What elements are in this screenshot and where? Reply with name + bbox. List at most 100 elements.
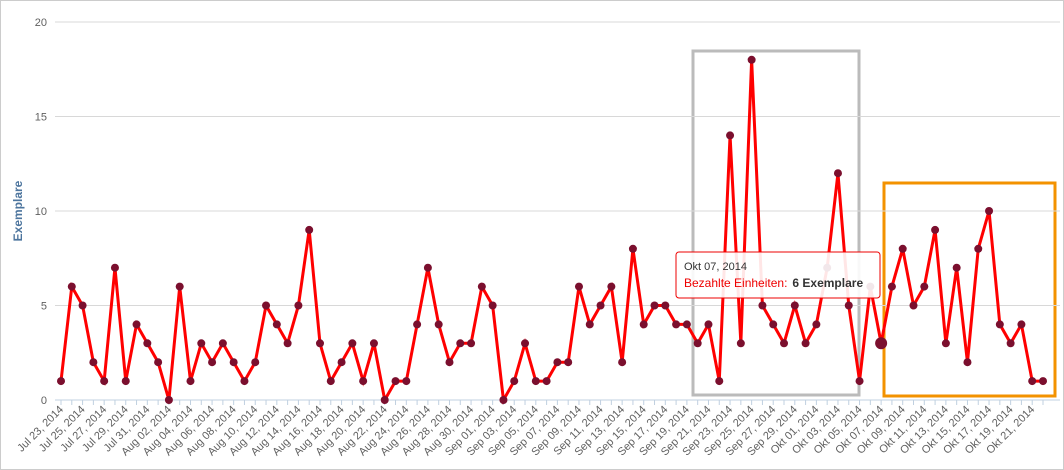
tooltip-value: 6 Exemplare <box>792 276 863 290</box>
point <box>154 358 163 367</box>
point <box>175 282 184 291</box>
point <box>704 320 713 329</box>
point <box>574 282 583 291</box>
point <box>790 301 799 310</box>
point <box>218 339 227 348</box>
point <box>844 301 853 310</box>
point <box>67 282 76 291</box>
point <box>812 320 821 329</box>
point <box>521 339 530 348</box>
point <box>121 377 130 386</box>
point <box>164 396 173 404</box>
point <box>682 320 691 329</box>
point <box>596 301 605 310</box>
point <box>510 377 519 386</box>
point <box>1039 377 1047 386</box>
point <box>434 320 443 329</box>
point <box>628 244 637 253</box>
point <box>1028 377 1037 386</box>
point <box>715 377 724 386</box>
point <box>186 377 195 386</box>
point <box>197 339 206 348</box>
point <box>467 339 476 348</box>
point <box>326 377 335 386</box>
point <box>758 301 767 310</box>
y-tick-label: 0 <box>41 395 47 407</box>
point <box>143 339 152 348</box>
tooltip-date: Okt 07, 2014 <box>684 261 747 273</box>
point <box>337 358 346 367</box>
y-tick-label: 20 <box>35 17 47 29</box>
point <box>769 320 778 329</box>
point <box>985 207 994 215</box>
point <box>488 301 497 310</box>
highlight-box <box>882 181 1057 398</box>
highlight-box <box>691 49 861 397</box>
point <box>855 377 864 386</box>
point <box>305 225 314 234</box>
tooltip-box <box>675 251 881 299</box>
point <box>909 301 918 310</box>
point <box>726 131 735 140</box>
point <box>348 339 357 348</box>
point <box>100 377 109 386</box>
point <box>531 377 540 386</box>
point <box>402 377 411 386</box>
point <box>132 320 141 329</box>
point <box>952 263 961 272</box>
point <box>423 263 432 272</box>
point <box>618 358 627 367</box>
point <box>887 282 896 291</box>
point <box>542 377 551 386</box>
point <box>283 339 292 348</box>
point <box>801 339 810 348</box>
point <box>693 339 702 348</box>
point <box>661 301 670 310</box>
point <box>294 301 303 310</box>
point <box>110 263 119 272</box>
point <box>380 396 389 404</box>
point <box>456 339 465 348</box>
point <box>57 377 65 386</box>
tooltip-text: Bezahlte Einheiten: 6 Exemplare <box>684 276 863 290</box>
point <box>78 301 87 310</box>
point <box>747 55 756 64</box>
y-tick-label: 5 <box>41 301 47 313</box>
point <box>553 358 562 367</box>
point <box>898 244 907 253</box>
point <box>391 377 400 386</box>
point <box>1006 339 1015 348</box>
point <box>359 377 368 386</box>
point <box>89 358 98 367</box>
point <box>564 358 573 367</box>
point <box>315 339 324 348</box>
point <box>607 282 616 291</box>
point <box>963 358 972 367</box>
point <box>240 377 249 386</box>
y-axis-label: Exemplare <box>11 180 25 241</box>
point <box>499 396 508 404</box>
point <box>251 358 260 367</box>
point <box>445 358 454 367</box>
point <box>369 339 378 348</box>
point <box>262 301 271 310</box>
point <box>920 282 929 291</box>
point <box>931 225 940 234</box>
y-tick-label: 15 <box>35 112 47 124</box>
tooltip: Okt 07, 2014 Bezahlte Einheiten: 6 Exempl… <box>675 251 881 299</box>
y-tick-label: 10 <box>35 206 47 218</box>
point <box>875 337 888 350</box>
point <box>477 282 486 291</box>
point <box>672 320 681 329</box>
point <box>585 320 594 329</box>
point <box>650 301 659 310</box>
point <box>272 320 281 329</box>
point <box>208 358 217 367</box>
point <box>780 339 789 348</box>
point <box>974 244 983 253</box>
point <box>736 339 745 348</box>
point <box>833 169 842 178</box>
point <box>229 358 238 367</box>
